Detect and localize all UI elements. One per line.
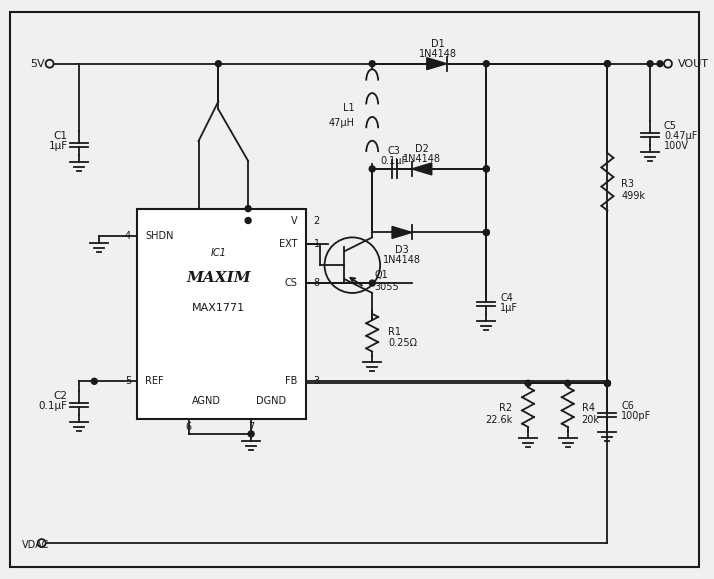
Bar [137, 208, 306, 419]
Circle shape [483, 166, 489, 172]
Circle shape [657, 61, 663, 67]
Text: CS: CS [285, 278, 298, 288]
Text: V: V [291, 215, 298, 225]
Text: 22.6k: 22.6k [485, 415, 512, 425]
Text: C2: C2 [54, 391, 68, 401]
Text: FB: FB [286, 376, 298, 386]
Text: C1: C1 [54, 131, 68, 141]
Text: L1: L1 [343, 104, 354, 113]
Circle shape [605, 380, 610, 386]
Circle shape [369, 280, 375, 286]
Circle shape [605, 61, 610, 67]
Text: C5: C5 [664, 121, 677, 131]
Text: C6: C6 [621, 401, 634, 411]
Text: 0.1µF: 0.1µF [39, 401, 68, 411]
Text: 5: 5 [125, 376, 131, 386]
Text: 3055: 3055 [374, 282, 399, 292]
Polygon shape [427, 58, 447, 69]
Text: IC1: IC1 [211, 248, 226, 258]
Text: 4: 4 [125, 232, 131, 241]
Text: 0.1µF: 0.1µF [381, 156, 408, 166]
Circle shape [483, 61, 489, 67]
Text: 1µF: 1µF [501, 303, 518, 313]
Circle shape [605, 380, 610, 386]
Text: 1µF: 1µF [49, 141, 68, 151]
Text: 100V: 100V [664, 141, 689, 151]
Text: 7: 7 [248, 422, 254, 432]
Text: 1N4148: 1N4148 [383, 255, 421, 265]
Circle shape [216, 61, 221, 67]
Text: D1: D1 [431, 39, 445, 49]
Text: MAX1771: MAX1771 [192, 303, 245, 313]
Circle shape [647, 61, 653, 67]
Text: AGND: AGND [191, 396, 221, 406]
Circle shape [483, 229, 489, 236]
Text: D3: D3 [395, 245, 409, 255]
Circle shape [245, 218, 251, 223]
Text: R4: R4 [582, 403, 595, 413]
Text: 3: 3 [313, 376, 320, 386]
Circle shape [565, 380, 570, 386]
Text: 20k: 20k [582, 415, 600, 425]
Circle shape [91, 378, 97, 384]
Circle shape [483, 166, 489, 172]
Text: 0.25Ω: 0.25Ω [388, 338, 417, 347]
Text: MAXIM: MAXIM [186, 271, 251, 285]
Text: DGND: DGND [256, 396, 286, 406]
Circle shape [245, 206, 251, 211]
Text: 0.47µF: 0.47µF [664, 131, 698, 141]
Text: 100pF: 100pF [621, 411, 652, 421]
Text: EXT: EXT [279, 239, 298, 250]
Text: C3: C3 [388, 146, 401, 156]
Text: Q1: Q1 [374, 270, 388, 280]
Polygon shape [412, 163, 432, 175]
Text: R2: R2 [499, 403, 512, 413]
Text: D2: D2 [415, 144, 428, 154]
Circle shape [525, 380, 531, 386]
Text: 5V: 5V [30, 58, 44, 69]
Text: 499k: 499k [621, 190, 645, 201]
Text: C4: C4 [501, 293, 513, 303]
Circle shape [483, 229, 489, 236]
Text: 1N4148: 1N4148 [403, 154, 441, 164]
Circle shape [369, 166, 375, 172]
Circle shape [369, 61, 375, 67]
Circle shape [605, 380, 610, 386]
Text: R3: R3 [621, 179, 634, 189]
Text: REF: REF [145, 376, 164, 386]
Text: 47µH: 47µH [328, 118, 354, 129]
Text: SHDN: SHDN [145, 232, 174, 241]
Text: 6: 6 [186, 422, 191, 432]
Circle shape [605, 61, 610, 67]
Text: 2: 2 [313, 215, 320, 225]
Text: 8: 8 [313, 278, 320, 288]
Text: 1N4148: 1N4148 [418, 49, 457, 59]
Text: VDAC: VDAC [22, 540, 49, 550]
Circle shape [248, 431, 254, 437]
Text: 1: 1 [313, 239, 320, 250]
Text: R1: R1 [388, 327, 401, 336]
Polygon shape [392, 226, 412, 239]
Text: VOUT: VOUT [678, 58, 709, 69]
